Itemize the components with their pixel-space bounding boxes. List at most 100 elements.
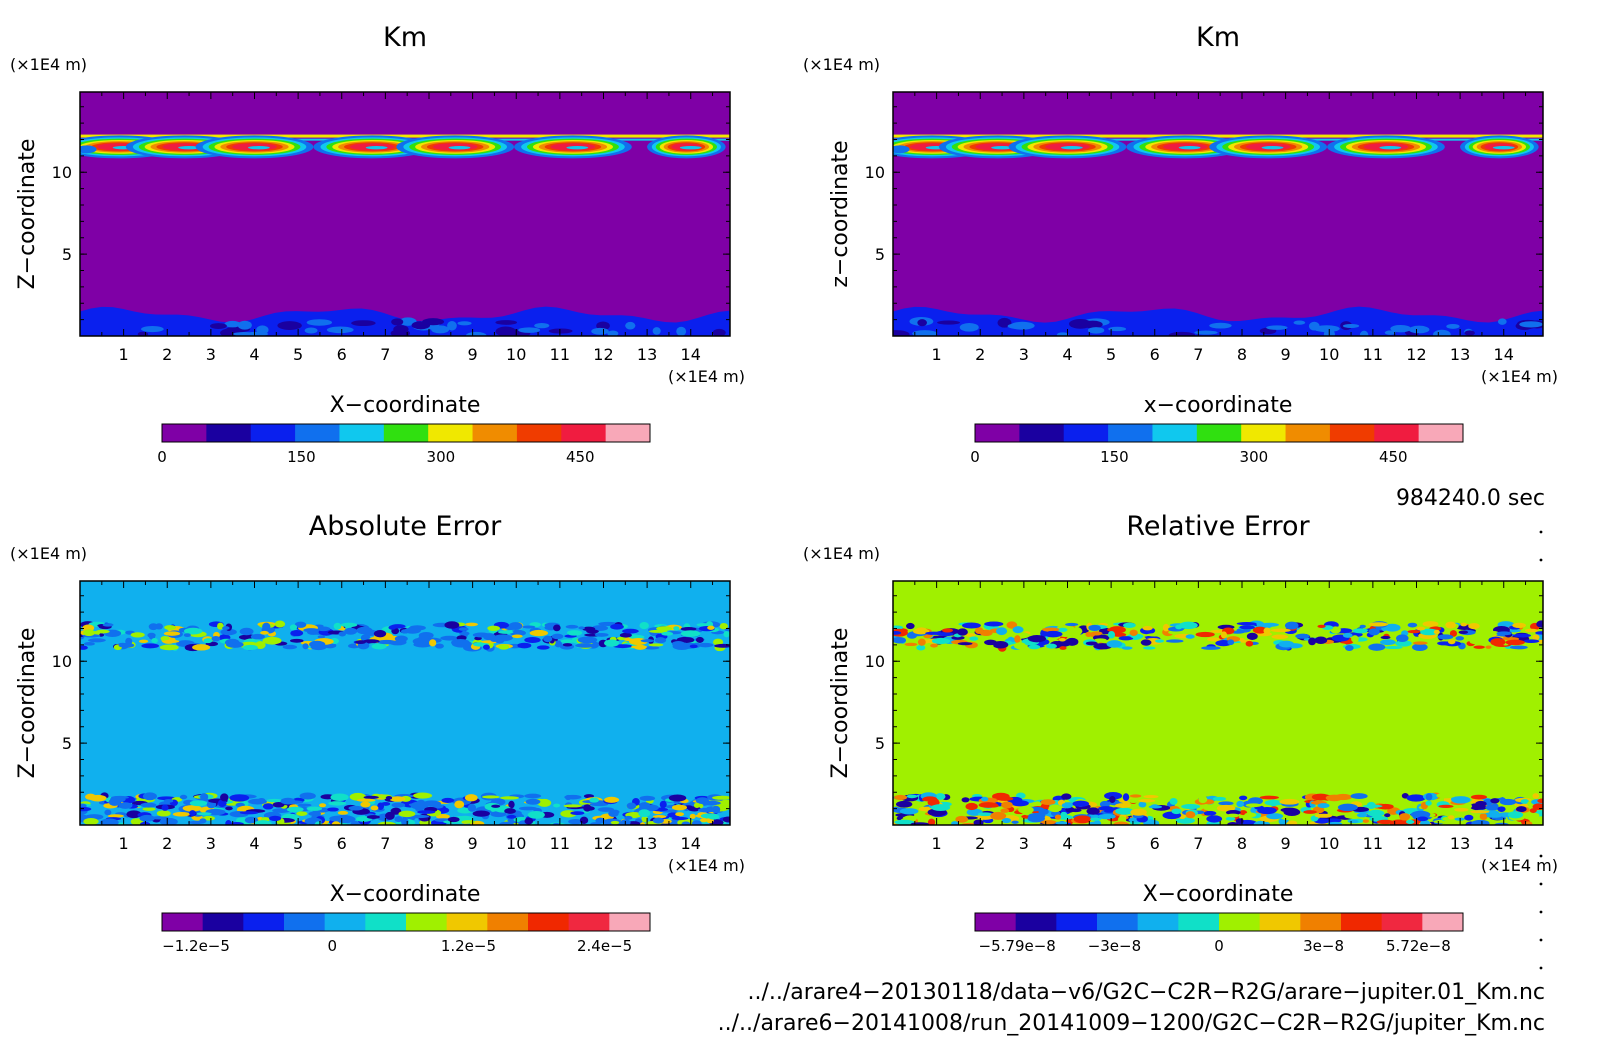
noise-patch	[1130, 808, 1147, 816]
x-unit-label: (×1E4 m)	[1481, 367, 1558, 386]
noise-patch	[553, 803, 561, 808]
y-tick-label: 10	[52, 652, 72, 671]
noise-patch	[1122, 793, 1130, 802]
noise-patch	[250, 633, 265, 640]
noise-patch	[996, 796, 1014, 801]
noise-patch	[1155, 639, 1165, 643]
noise-patch	[624, 815, 633, 820]
x-tick-label: 4	[1062, 834, 1072, 853]
noise-patch	[639, 795, 656, 801]
noise-patch	[107, 814, 124, 818]
noise-patch	[604, 796, 620, 803]
noise-patch	[1123, 622, 1136, 628]
noise-patch	[980, 796, 989, 802]
noise-patch	[444, 621, 460, 629]
lower-layer-patch	[1342, 323, 1360, 329]
x-tick-label: 3	[1019, 834, 1029, 853]
colorbar-frame	[161, 912, 651, 932]
noise-patch	[594, 632, 609, 637]
noise-patch	[941, 628, 954, 633]
eddy-core	[679, 146, 702, 150]
noise-patch	[1389, 819, 1410, 825]
noise-patch	[565, 794, 572, 801]
noise-patch	[1115, 807, 1134, 815]
colorbar-tick-label: 5.72e−8	[1386, 937, 1451, 955]
noise-patch	[157, 796, 176, 801]
noise-patch	[1106, 640, 1123, 648]
noise-patch	[1086, 807, 1100, 815]
heatmap-plot-area	[80, 92, 730, 336]
noise-patch	[297, 803, 312, 807]
noise-patch	[1093, 820, 1102, 825]
noise-patch	[895, 800, 913, 808]
colorbar-swatch	[1341, 913, 1383, 931]
x-tick-label: 9	[468, 345, 478, 364]
y-tick-label: 5	[875, 245, 885, 264]
noise-patch	[518, 806, 538, 811]
lower-layer-patch	[1433, 329, 1451, 336]
noise-patch	[990, 811, 1007, 820]
x-tick-label: 10	[506, 345, 526, 364]
noise-patch	[1469, 638, 1482, 645]
noise-patch	[296, 811, 308, 816]
x-tick-label: 8	[424, 834, 434, 853]
lower-layer-patch	[1266, 325, 1288, 330]
lower-layer-patch	[1464, 330, 1475, 336]
noise-patch	[337, 810, 349, 815]
noise-patch	[693, 802, 701, 808]
noise-patch	[1376, 819, 1394, 825]
noise-patch	[616, 636, 626, 641]
noise-patch	[306, 806, 323, 811]
x-tick-label: 1	[932, 345, 942, 364]
noise-patch	[1507, 811, 1524, 819]
heatmap-plot-area	[80, 581, 730, 825]
noise-patch	[697, 807, 716, 813]
noise-patch	[1238, 795, 1248, 801]
noise-patch	[1162, 623, 1170, 632]
y-axis-label: Z−coordinate	[15, 139, 40, 290]
noise-patch	[639, 621, 649, 630]
lower-layer-patch	[1359, 330, 1369, 336]
noise-patch	[490, 636, 498, 643]
x-tick-label: 3	[1019, 345, 1029, 364]
lower-layer-patch	[457, 321, 472, 326]
lower-layer-patch	[607, 330, 619, 336]
noise-patch	[1014, 635, 1021, 643]
noise-patch	[1484, 795, 1503, 799]
lower-layer	[893, 306, 1543, 336]
noise-patch	[1061, 802, 1073, 809]
noise-patch	[1499, 798, 1517, 806]
eddy	[893, 145, 910, 154]
noise-patch	[1065, 637, 1079, 646]
heatmap-plot-area	[893, 92, 1543, 336]
noise-patch	[1362, 804, 1383, 808]
noise-patch	[490, 811, 507, 818]
noise-patch	[1012, 626, 1024, 634]
colorbar-swatch	[1178, 913, 1220, 931]
noise-patch	[1417, 816, 1429, 822]
noise-patch	[289, 638, 304, 643]
colorbar-swatch	[1015, 913, 1057, 931]
noise-patch	[371, 643, 387, 650]
noise-patch	[696, 623, 711, 627]
x-tick-label: 9	[468, 834, 478, 853]
x-tick-label: 2	[975, 345, 985, 364]
margin-dot	[1539, 558, 1543, 562]
colorbar-swatch	[1381, 913, 1423, 931]
noise-patch	[294, 621, 307, 628]
noise-patch	[254, 820, 272, 825]
noise-patch	[566, 630, 583, 636]
noise-patch	[1104, 792, 1123, 800]
noise-patch	[1118, 636, 1134, 641]
noise-patch	[108, 798, 121, 806]
noise-patch	[1351, 635, 1359, 643]
noise-patch	[1524, 628, 1539, 633]
y-unit-label: (×1E4 m)	[10, 55, 87, 74]
noise-patch	[1033, 801, 1041, 807]
noise-patch	[595, 817, 606, 824]
noise-patch	[148, 623, 159, 631]
noise-patch	[1359, 624, 1366, 629]
noise-patch	[1438, 804, 1454, 809]
noise-patch	[1239, 625, 1255, 630]
noise-patch	[570, 811, 585, 816]
